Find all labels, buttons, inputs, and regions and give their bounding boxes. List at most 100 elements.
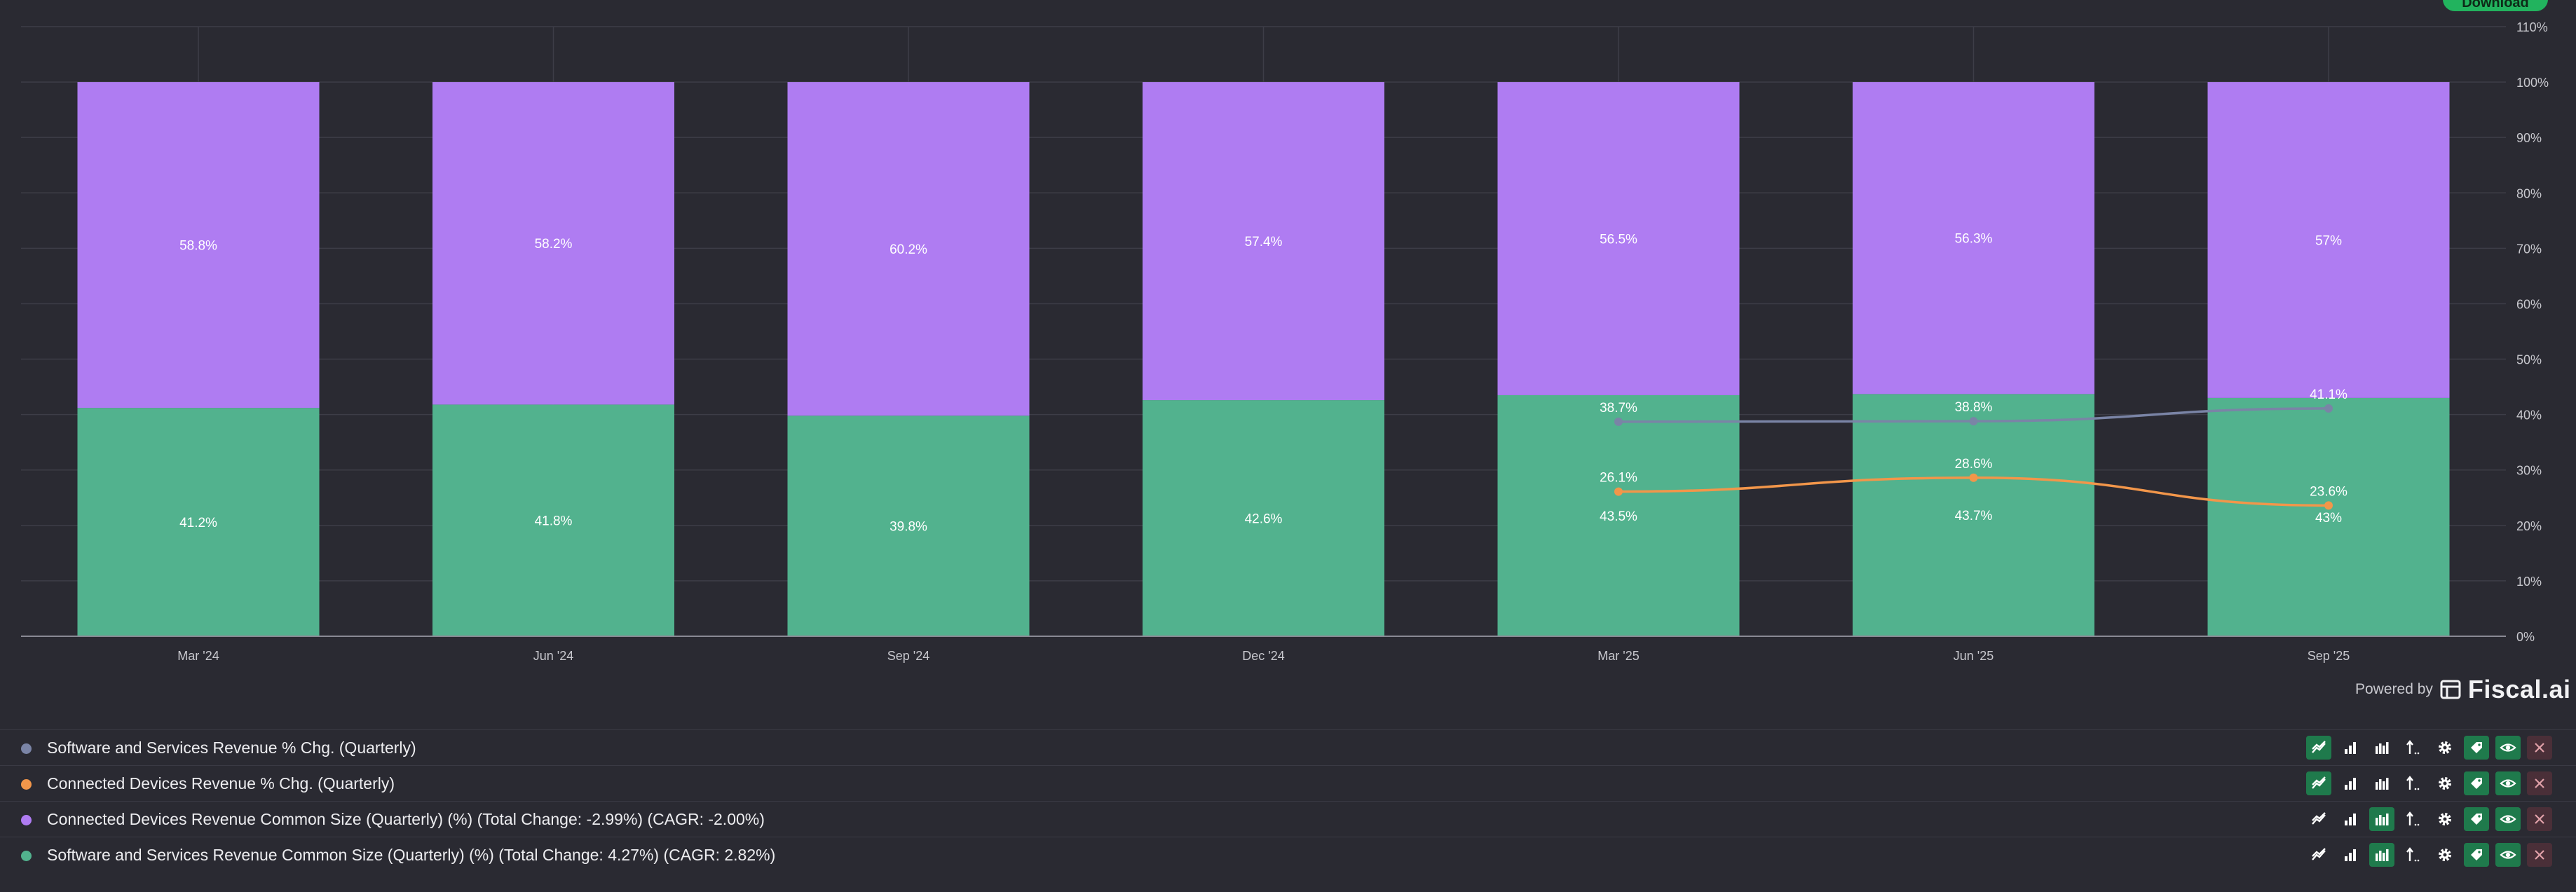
- x-tick-label: Sep '24: [887, 649, 930, 663]
- gear-icon[interactable]: [2432, 771, 2458, 795]
- eye-icon[interactable]: [2495, 736, 2521, 760]
- sort-icon[interactable]: [2401, 807, 2426, 831]
- bar-software: [2207, 397, 2450, 636]
- bar-software: [1143, 400, 1384, 636]
- gear-icon[interactable]: [2432, 807, 2458, 831]
- bar-label-software: 41.2%: [179, 516, 217, 530]
- y-tick-label: 40%: [2516, 409, 2542, 423]
- x-tick-label: Mar '24: [177, 649, 219, 663]
- bar-label-software: 43%: [2315, 511, 2342, 526]
- grouped-bar-icon[interactable]: [2369, 843, 2394, 867]
- y-tick-label: 80%: [2516, 186, 2542, 200]
- line-chart-icon[interactable]: [2306, 843, 2331, 867]
- gear-icon[interactable]: [2432, 736, 2458, 760]
- tag-icon[interactable]: [2464, 843, 2489, 867]
- bar-software: [1497, 394, 1740, 636]
- line-chart-icon[interactable]: [2306, 807, 2331, 831]
- x-tick-label: Mar '25: [1597, 649, 1639, 663]
- fiscal-logo-icon: [2440, 680, 2461, 699]
- x-tick-label: Jun '25: [1954, 649, 1994, 663]
- bar-chart-icon[interactable]: [2338, 771, 2363, 795]
- eye-icon[interactable]: [2495, 843, 2521, 867]
- bar-label-software: 43.7%: [1955, 509, 1993, 523]
- line-chart-icon[interactable]: [2306, 771, 2331, 795]
- bar-label-devices: 57.4%: [1245, 235, 1283, 249]
- grouped-bar-icon[interactable]: [2369, 771, 2394, 795]
- software-chg-label: 38.7%: [1600, 401, 1637, 416]
- y-tick-label: 50%: [2516, 353, 2542, 367]
- series-name: Connected Devices Revenue Common Size (Q…: [47, 810, 765, 828]
- bar-label-devices: 56.5%: [1600, 233, 1637, 247]
- bar-label-software: 43.5%: [1600, 509, 1637, 524]
- devices-chg-label: 23.6%: [2310, 484, 2347, 499]
- series-toolbar: [2306, 736, 2552, 760]
- bar-software: [77, 408, 320, 636]
- close-icon[interactable]: [2527, 736, 2552, 760]
- y-tick-label: 60%: [2516, 297, 2542, 311]
- close-icon[interactable]: [2527, 771, 2552, 795]
- bar-devices: [1497, 82, 1740, 395]
- bar-devices: [432, 82, 674, 405]
- y-tick-label: 90%: [2516, 131, 2542, 145]
- tag-icon[interactable]: [2464, 736, 2489, 760]
- download-button[interactable]: Download: [2443, 0, 2548, 11]
- stacked-bar-chart: 0% 10% 20% 30% 40% 50% 60% 70% 80% 90% 100% 110% 41.…: [21, 20, 2549, 663]
- y-tick-label: 100%: [2516, 76, 2549, 90]
- y-tick-label: 70%: [2516, 242, 2542, 256]
- bar-label-devices: 56.3%: [1955, 232, 1993, 247]
- grouped-bar-icon[interactable]: [2369, 736, 2394, 760]
- bar-label-devices: 58.2%: [535, 237, 573, 252]
- devices-chg-point: [1614, 487, 1623, 496]
- bar-software: [432, 404, 674, 636]
- gear-icon[interactable]: [2432, 843, 2458, 867]
- series-toolbar: [2306, 771, 2552, 795]
- bar-devices: [77, 82, 320, 409]
- line-chart-icon[interactable]: [2306, 736, 2331, 760]
- bar-label-software: 42.6%: [1245, 512, 1283, 527]
- bar-devices: [1143, 82, 1384, 401]
- series-toolbar: [2306, 807, 2552, 831]
- sort-icon[interactable]: [2401, 843, 2426, 867]
- bar-chart-icon[interactable]: [2338, 736, 2363, 760]
- bar-devices: [2207, 82, 2450, 398]
- x-tick-label: Dec '24: [1242, 649, 1284, 663]
- bar-software: [787, 416, 1030, 636]
- software-chg-point: [2324, 404, 2333, 413]
- series-name: Software and Services Revenue Common Siz…: [47, 846, 776, 864]
- bar-chart-icon[interactable]: [2338, 807, 2363, 831]
- bar-software: [1853, 394, 2094, 636]
- y-tick-label: 0%: [2516, 630, 2535, 644]
- bar-devices: [1853, 82, 2094, 394]
- eye-icon[interactable]: [2495, 771, 2521, 795]
- sort-icon[interactable]: [2401, 771, 2426, 795]
- series-color-dot: [21, 851, 32, 861]
- y-tick-label: 10%: [2516, 575, 2542, 589]
- bar-label-devices: 60.2%: [890, 242, 927, 257]
- grouped-bar-icon[interactable]: [2369, 807, 2394, 831]
- y-tick-label: 20%: [2516, 519, 2542, 533]
- bar-label-devices: 58.8%: [179, 239, 217, 254]
- bar-chart-icon[interactable]: [2338, 843, 2363, 867]
- powered-by[interactable]: Powered by Fiscal.ai: [2355, 674, 2571, 705]
- y-tick-label: 110%: [2516, 20, 2548, 34]
- legend-row[interactable]: Connected Devices Revenue Common Size (Q…: [0, 801, 2576, 837]
- devices-chg-label: 26.1%: [1600, 471, 1637, 486]
- tag-icon[interactable]: [2464, 771, 2489, 795]
- close-icon[interactable]: [2527, 843, 2552, 867]
- sort-icon[interactable]: [2401, 736, 2426, 760]
- bar-label-software: 41.8%: [535, 514, 573, 529]
- legend-row[interactable]: Connected Devices Revenue % Chg. (Quarte…: [0, 765, 2576, 801]
- tag-icon[interactable]: [2464, 807, 2489, 831]
- legend-table: Software and Services Revenue % Chg. (Qu…: [0, 729, 2576, 872]
- legend-row[interactable]: Software and Services Revenue % Chg. (Qu…: [0, 729, 2576, 765]
- close-icon[interactable]: [2527, 807, 2552, 831]
- brand-name: Fiscal.ai: [2467, 675, 2571, 704]
- powered-by-label: Powered by: [2355, 681, 2433, 697]
- series-toolbar: [2306, 843, 2552, 867]
- software-chg-label: 38.8%: [1955, 400, 1993, 415]
- devices-chg-label: 28.6%: [1955, 457, 1993, 472]
- series-color-dot: [21, 779, 32, 790]
- legend-row[interactable]: Software and Services Revenue Common Siz…: [0, 837, 2576, 872]
- eye-icon[interactable]: [2495, 807, 2521, 831]
- x-tick-label: Jun '24: [533, 649, 573, 663]
